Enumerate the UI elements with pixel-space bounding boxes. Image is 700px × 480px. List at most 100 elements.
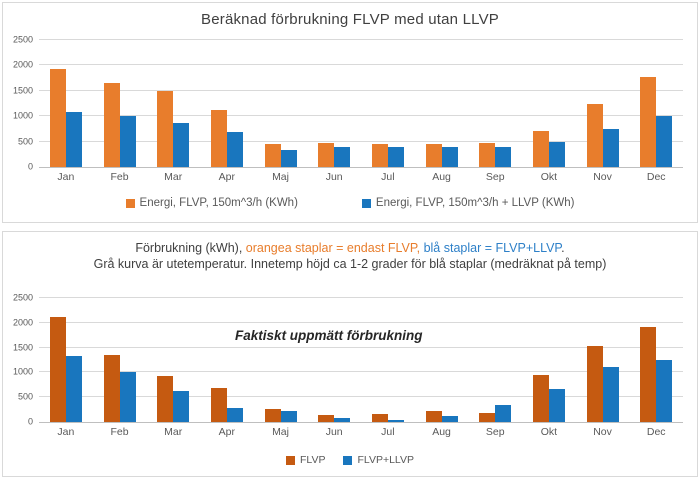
bar-jun: [318, 414, 335, 422]
bar-feb: [119, 115, 136, 167]
bar-group-jan: [39, 298, 93, 422]
bar-jun: [318, 142, 335, 167]
x-tick-label: Okt: [540, 426, 558, 438]
x-tick-label: Feb: [110, 426, 129, 438]
x-tick-label: Apr: [218, 426, 236, 438]
x-tick-label: Dec: [646, 426, 666, 438]
legend-swatch-orange: [125, 198, 135, 208]
bar-jul: [387, 146, 404, 167]
y-tick-label: 2500: [12, 292, 33, 303]
y-tick-label: 1500: [12, 85, 33, 96]
x-tick-label: Jan: [57, 171, 75, 183]
bar-group-aug: [415, 40, 469, 167]
y-tick-label: 2000: [12, 59, 33, 70]
bar-jun: [334, 418, 351, 422]
y-tick-label: 2500: [12, 34, 33, 45]
gridline: [39, 39, 683, 40]
x-tick-label: Aug: [432, 426, 451, 438]
top-chart-legend: Energi, FLVP, 150m^3/h (KWh) Energi, FLV…: [3, 197, 697, 209]
bar-aug: [425, 410, 442, 422]
x-tick-label: Dec: [646, 171, 666, 183]
legend-label: Energi, FLVP, 150m^3/h (KWh): [139, 197, 298, 209]
top-chart-title: Beräknad förbrukning FLVP med utan LLVP: [201, 11, 499, 28]
bar-group-jun: [307, 298, 361, 422]
bar-maj: [280, 411, 297, 422]
bar-apr: [226, 407, 243, 422]
gridline: [39, 371, 683, 373]
bar-maj: [264, 143, 281, 167]
bar-group-sep: [468, 40, 522, 167]
bar-group-feb: [93, 298, 147, 422]
bottom-chart-title-rich: Förbrukning (kWh), orangea staplar = end…: [3, 232, 697, 256]
bar-apr: [210, 110, 227, 167]
y-tick-label: 500: [17, 136, 33, 147]
x-tick-label: Jul: [381, 426, 395, 438]
x-tick-label: Jun: [325, 171, 343, 183]
bar-jun: [334, 146, 351, 167]
x-tick-label: Sep: [485, 426, 505, 438]
top-chart-panel: Beräknad förbrukning FLVP med utan LLVP …: [2, 2, 698, 223]
bar-nov: [586, 345, 603, 422]
bar-feb: [119, 371, 136, 422]
bar-dec: [640, 326, 657, 422]
x-tick-label: Maj: [272, 171, 289, 183]
bar-group-sep: [468, 298, 522, 422]
plot-area: Faktiskt uppmätt förbrukning 0 500 1000 150…: [13, 293, 683, 426]
x-axis-labels: Jan Feb Mar Apr Maj Jun Jul Aug Sep Okt Nov Dec: [39, 171, 683, 183]
x-tick-label: Okt: [540, 171, 558, 183]
bar-group-nov: [576, 40, 630, 167]
bar-groups: [39, 40, 683, 167]
legend-swatch-blue: [361, 198, 371, 208]
gridline: [39, 64, 683, 66]
bar-aug: [441, 416, 458, 422]
gridline: [39, 115, 683, 117]
bar-mar: [173, 390, 190, 422]
x-tick-label: Jan: [57, 426, 75, 438]
bar-group-okt: [522, 40, 576, 167]
bar-jan: [49, 317, 66, 422]
title-segment: .: [561, 241, 565, 255]
x-tick-label: Nov: [593, 426, 612, 438]
bar-feb: [103, 354, 120, 422]
bar-dec: [656, 115, 673, 167]
legend-item-flvp: Energi, FLVP, 150m^3/h (KWh): [125, 197, 298, 209]
y-tick-label: 0: [27, 161, 33, 172]
bar-jul: [387, 419, 404, 422]
bar-group-jun: [307, 40, 361, 167]
title-segment: Förbrukning (kWh),: [135, 241, 246, 255]
legend-item-flvp-llvp: Energi, FLVP, 150m^3/h + LLVP (KWh): [361, 197, 574, 209]
bar-mar: [157, 376, 174, 422]
bar-group-apr: [200, 298, 254, 422]
gridline: [39, 396, 683, 398]
x-tick-label: Nov: [593, 171, 612, 183]
bar-jul: [371, 143, 388, 167]
x-tick-label: Mar: [164, 426, 183, 438]
bar-jul: [371, 413, 388, 422]
legend-item-flvp: FLVP: [285, 454, 325, 466]
bottom-chart-subtitle: Grå kurva är utetemperatur. Innetemp höj…: [93, 257, 607, 271]
bar-maj: [280, 150, 297, 167]
gridline: [39, 297, 683, 298]
x-tick-label: Jun: [325, 426, 343, 438]
gridline: [39, 140, 683, 142]
y-tick-label: 500: [17, 391, 33, 402]
gridline: [39, 321, 683, 323]
bar-group-aug: [415, 298, 469, 422]
bar-dec: [656, 360, 673, 422]
bar-feb: [103, 83, 120, 167]
x-tick-label: Jul: [381, 171, 395, 183]
bar-group-okt: [522, 298, 576, 422]
bottom-chart-panel: Förbrukning (kWh), orangea staplar = end…: [2, 231, 698, 477]
bar-okt: [532, 131, 549, 167]
legend-item-flvp-llvp: FLVP+LLVP: [343, 454, 414, 466]
bar-group-maj: [254, 40, 308, 167]
bar-jan: [65, 111, 82, 167]
bar-okt: [548, 141, 565, 167]
title-segment: orangea staplar = endast FLVP,: [245, 241, 421, 255]
bar-groups: [39, 298, 683, 422]
bar-nov: [602, 367, 619, 422]
bar-sep: [479, 142, 496, 167]
x-tick-label: Maj: [272, 426, 289, 438]
bar-sep: [495, 404, 512, 422]
